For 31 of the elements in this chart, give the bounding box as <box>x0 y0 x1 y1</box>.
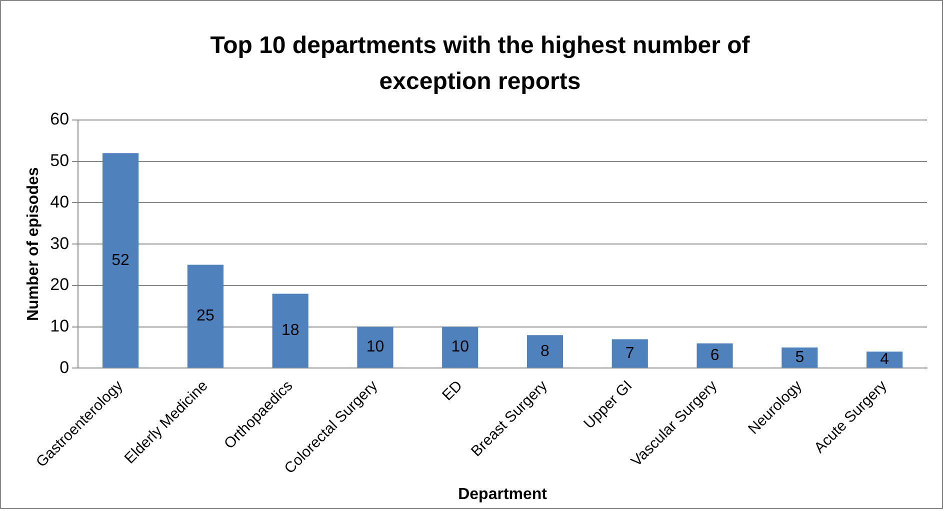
data-label: 6 <box>710 346 720 364</box>
y-tick-label: 20 <box>50 275 70 294</box>
data-label: 8 <box>540 342 550 360</box>
y-tick-label: 0 <box>60 358 70 377</box>
bar <box>526 335 564 368</box>
y-tick-label: 40 <box>50 192 70 212</box>
bar <box>187 264 224 368</box>
bar <box>866 352 903 368</box>
y-axis-title: Number of episodes <box>25 167 42 322</box>
data-label: 18 <box>281 322 300 340</box>
bar <box>696 343 733 368</box>
data-label: 52 <box>112 252 130 269</box>
y-tick-label: 10 <box>50 316 70 336</box>
bar <box>612 339 648 368</box>
y-tick-label: 50 <box>50 151 70 170</box>
y-tick-label: 60 <box>50 110 70 129</box>
data-label: 10 <box>366 338 384 356</box>
data-label: 10 <box>451 338 470 356</box>
data-label: 4 <box>880 351 890 368</box>
bar <box>782 348 818 368</box>
data-label: 25 <box>196 308 214 325</box>
x-tick-label: ED <box>439 377 466 404</box>
data-label: 5 <box>795 349 804 366</box>
bar <box>272 294 308 368</box>
data-label: 7 <box>625 344 634 362</box>
y-tick-label: 30 <box>50 234 70 253</box>
bar <box>357 326 394 368</box>
bar <box>102 153 139 368</box>
x-axis-title: Department <box>458 486 548 503</box>
bar <box>442 326 478 368</box>
chart-title: Top 10 departments with the highest number of exception reports <box>209 31 751 97</box>
